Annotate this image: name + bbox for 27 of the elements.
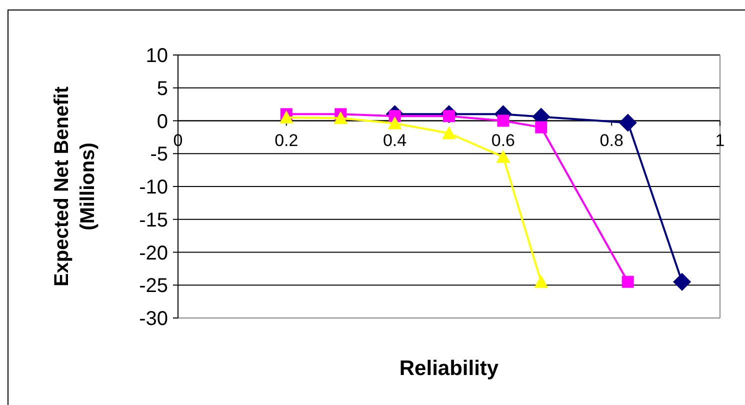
y-tick-label: 5: [156, 78, 168, 100]
point: [673, 272, 692, 291]
point: [497, 114, 510, 127]
x-tick-label: 0.8: [600, 130, 624, 150]
point: [279, 110, 294, 124]
y-tick-label: -5: [150, 144, 168, 166]
point: [622, 276, 634, 288]
x-axis-title: Reliability: [399, 357, 499, 380]
point: [442, 126, 456, 140]
y-axis-title: Expected Net Benefit (Millions): [51, 86, 99, 287]
point: [496, 150, 510, 163]
y-tick-label: -10: [139, 176, 168, 198]
y-tick-label: -15: [139, 209, 168, 232]
x-tick-label: 0.4: [382, 130, 407, 150]
x-tick-label: 0.2: [274, 130, 298, 150]
point: [534, 274, 548, 288]
y-tick-label: -30: [139, 308, 168, 330]
y-tick-label: -20: [139, 242, 168, 264]
x-tick-label: 0.6: [491, 130, 516, 150]
y-tick-label: -25: [139, 275, 168, 298]
point: [334, 111, 348, 124]
x-tick-label: 1: [715, 130, 725, 150]
point: [618, 114, 637, 132]
point: [388, 116, 402, 130]
point: [535, 121, 548, 134]
y-tick-label: 10: [146, 45, 168, 67]
y-tick-label: 0: [156, 110, 168, 133]
